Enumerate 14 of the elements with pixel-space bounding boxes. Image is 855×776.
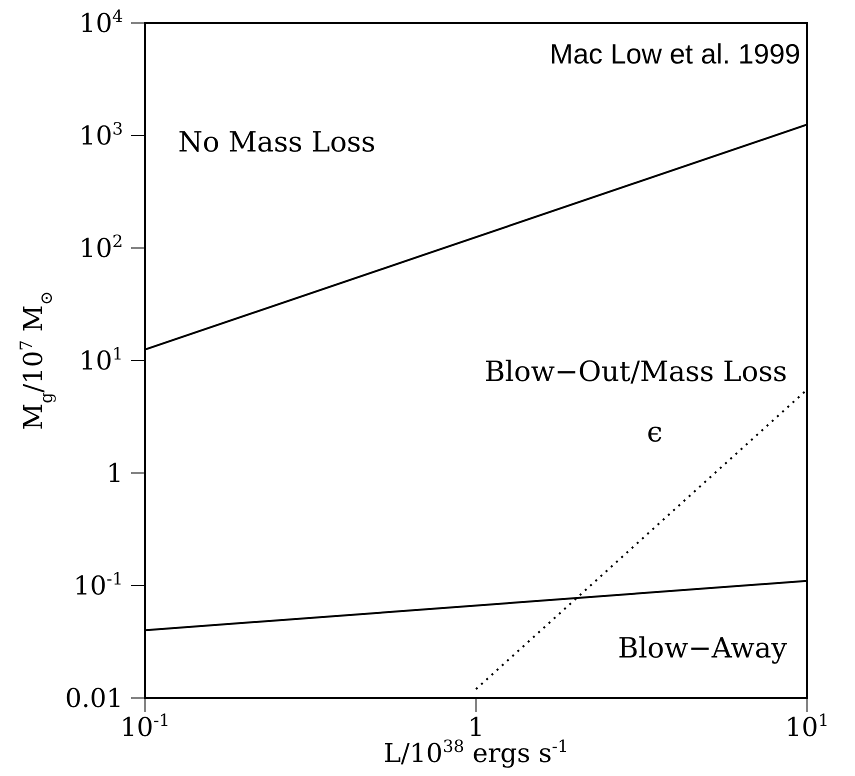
y-tick-label: 0.01 [65,684,123,714]
annotation: Blow−Away [618,632,788,664]
annotation: No Mass Loss [178,125,376,158]
y-tick-label: 10$^{2}$ [79,231,123,264]
y-tick-label: 10$^{1}$ [79,344,123,376]
x-tick-label: 10$^{-1}$ [120,710,170,743]
annotation: Mac Low et al. 1999 [550,38,800,70]
x-tick-label: 10$^{1}$ [785,710,829,743]
annotation: Blow−Out/Mass Loss [484,354,788,388]
y-tick-label: 1 [106,459,123,489]
y-tick-label: 10$^{3}$ [79,118,123,152]
y-tick-label: 10$^{-1}$ [73,568,123,602]
annotation: ϵ [646,416,663,448]
y-tick-label: 10$^{4}$ [79,6,123,39]
